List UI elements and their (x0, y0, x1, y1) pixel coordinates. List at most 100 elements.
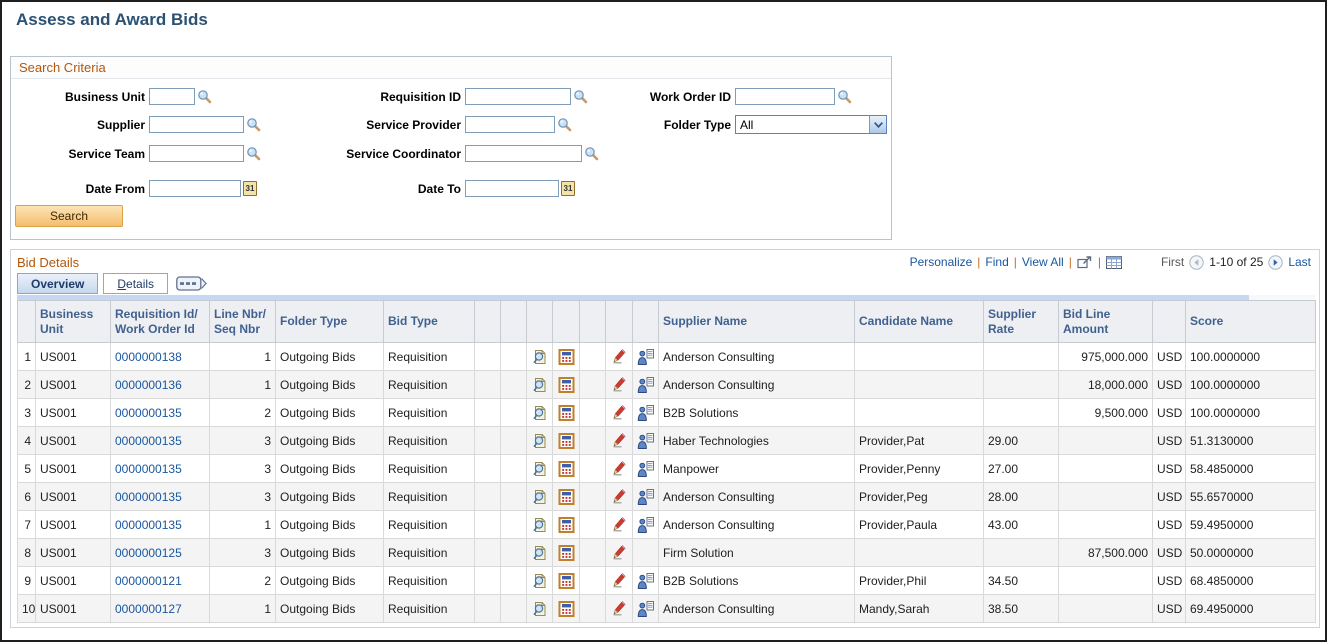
service-team-input[interactable] (149, 145, 244, 162)
candidate-resume-icon[interactable] (637, 432, 654, 449)
service-coordinator-lookup-icon[interactable] (584, 146, 599, 161)
bid-response-calculator-icon[interactable] (558, 600, 575, 617)
bid-response-calculator-icon[interactable] (558, 432, 575, 449)
candidate-resume-icon[interactable] (637, 488, 654, 505)
edit-bid-pencil-icon[interactable] (612, 433, 627, 448)
candidate-resume-icon[interactable] (637, 572, 654, 589)
view-bid-details-icon[interactable] (531, 489, 548, 505)
bid-response-calculator-icon[interactable] (558, 376, 575, 393)
bid-response-calculator-icon[interactable] (558, 516, 575, 533)
requisition-id-link[interactable]: 0000000125 (115, 545, 182, 560)
requisition-id-link[interactable]: 0000000135 (115, 461, 182, 476)
zoom-grid-popout-icon[interactable] (1077, 255, 1093, 269)
table-row: 4 US001 0000000135 3 Outgoing Bids Requisitio… (17, 426, 1316, 455)
bid-response-calculator-icon[interactable] (558, 348, 575, 365)
bid-response-calculator-icon[interactable] (558, 488, 575, 505)
cell-sp2 (500, 426, 527, 455)
show-all-columns-icon[interactable] (176, 273, 207, 294)
scrollbar-thumb[interactable] (17, 295, 1249, 300)
cell-cur: USD (1152, 398, 1186, 427)
cell-bu: US001 (35, 510, 111, 539)
requisition-id-link[interactable]: 0000000135 (115, 489, 182, 504)
date-to-calendar-icon[interactable]: 31 (561, 181, 575, 196)
grid-pagination: First 1-10 of 25 Last (1161, 254, 1311, 270)
folder-type-field: Folder Type All (589, 115, 887, 134)
bid-response-calculator-icon[interactable] (558, 572, 575, 589)
col-header-rate: Supplier Rate (983, 300, 1059, 343)
edit-bid-pencil-icon[interactable] (612, 489, 627, 504)
requisition-id-link[interactable]: 0000000127 (115, 601, 182, 616)
work-order-id-input[interactable] (735, 88, 835, 105)
date-to-input[interactable] (465, 180, 559, 197)
supplier-input[interactable] (149, 116, 244, 133)
requisition-id-link[interactable]: 0000000135 (115, 433, 182, 448)
view-bid-details-icon[interactable] (531, 545, 548, 561)
candidate-resume-icon[interactable] (637, 460, 654, 477)
supplier-lookup-icon[interactable] (246, 117, 261, 132)
requisition-id-link[interactable]: 0000000135 (115, 405, 182, 420)
view-bid-details-icon[interactable] (531, 433, 548, 449)
edit-bid-pencil-icon[interactable] (612, 377, 627, 392)
view-bid-details-icon[interactable] (531, 349, 548, 365)
requisition-id-link[interactable]: 0000000138 (115, 349, 182, 364)
edit-bid-pencil-icon[interactable] (612, 405, 627, 420)
bid-response-calculator-icon[interactable] (558, 460, 575, 477)
candidate-resume-icon[interactable] (637, 348, 654, 365)
candidate-resume-icon[interactable] (637, 516, 654, 533)
view-bid-details-icon[interactable] (531, 601, 548, 617)
edit-bid-pencil-icon[interactable] (612, 573, 627, 588)
bid-response-calculator-icon[interactable] (558, 544, 575, 561)
requisition-id-link[interactable]: 0000000136 (115, 377, 182, 392)
view-bid-details-icon[interactable] (531, 461, 548, 477)
find-link[interactable]: Find (985, 255, 1009, 269)
date-from-input[interactable] (149, 180, 241, 197)
tab-overview[interactable]: Overview (17, 273, 99, 294)
business-unit-lookup-icon[interactable] (197, 89, 212, 104)
edit-bid-pencil-icon[interactable] (612, 461, 627, 476)
cell-bid: Requisition (383, 454, 475, 483)
requisition-id-lookup-icon[interactable] (573, 89, 588, 104)
cell-req: 0000000135 (110, 482, 210, 511)
cell-view (526, 454, 553, 483)
cell-edit (605, 482, 633, 511)
bid-response-calculator-icon[interactable] (558, 404, 575, 421)
personalize-link[interactable]: Personalize (909, 255, 973, 269)
edit-bid-pencil-icon[interactable] (612, 517, 627, 532)
cell-edit (605, 426, 633, 455)
folder-type-select[interactable]: All (735, 115, 887, 134)
download-to-spreadsheet-icon[interactable] (1105, 255, 1122, 269)
col-header-cur (1152, 300, 1186, 343)
cell-sp1 (474, 538, 501, 567)
service-provider-lookup-icon[interactable] (557, 117, 572, 132)
requisition-id-input[interactable] (465, 88, 571, 105)
candidate-resume-icon[interactable] (637, 376, 654, 393)
edit-bid-pencil-icon[interactable] (612, 601, 627, 616)
cell-num: 1 (17, 342, 36, 371)
edit-bid-pencil-icon[interactable] (612, 349, 627, 364)
last-page-link[interactable]: Last (1288, 255, 1311, 269)
next-page-icon[interactable] (1268, 254, 1284, 270)
view-all-link[interactable]: View All (1021, 255, 1064, 269)
view-bid-details-icon[interactable] (531, 405, 548, 421)
toolbar-separator: | (1097, 255, 1101, 269)
service-team-lookup-icon[interactable] (246, 146, 261, 161)
view-bid-details-icon[interactable] (531, 573, 548, 589)
view-bid-details-icon[interactable] (531, 517, 548, 533)
work-order-id-lookup-icon[interactable] (837, 89, 852, 104)
tab-details[interactable]: Details (103, 273, 169, 294)
service-provider-input[interactable] (465, 116, 555, 133)
cell-candidate (854, 342, 984, 371)
service-coordinator-input[interactable] (465, 145, 582, 162)
search-button[interactable]: Search (15, 205, 123, 227)
cell-calc (552, 566, 580, 595)
edit-bid-pencil-icon[interactable] (612, 545, 627, 560)
view-bid-details-icon[interactable] (531, 377, 548, 393)
requisition-id-link[interactable]: 0000000135 (115, 517, 182, 532)
candidate-resume-icon[interactable] (637, 600, 654, 617)
requisition-id-link[interactable]: 0000000121 (115, 573, 182, 588)
col-header-line: Line Nbr/ Seq Nbr (209, 300, 276, 343)
date-from-calendar-icon[interactable]: 31 (243, 181, 257, 196)
business-unit-input[interactable] (149, 88, 195, 105)
candidate-resume-icon[interactable] (637, 404, 654, 421)
cell-cur: USD (1152, 426, 1186, 455)
